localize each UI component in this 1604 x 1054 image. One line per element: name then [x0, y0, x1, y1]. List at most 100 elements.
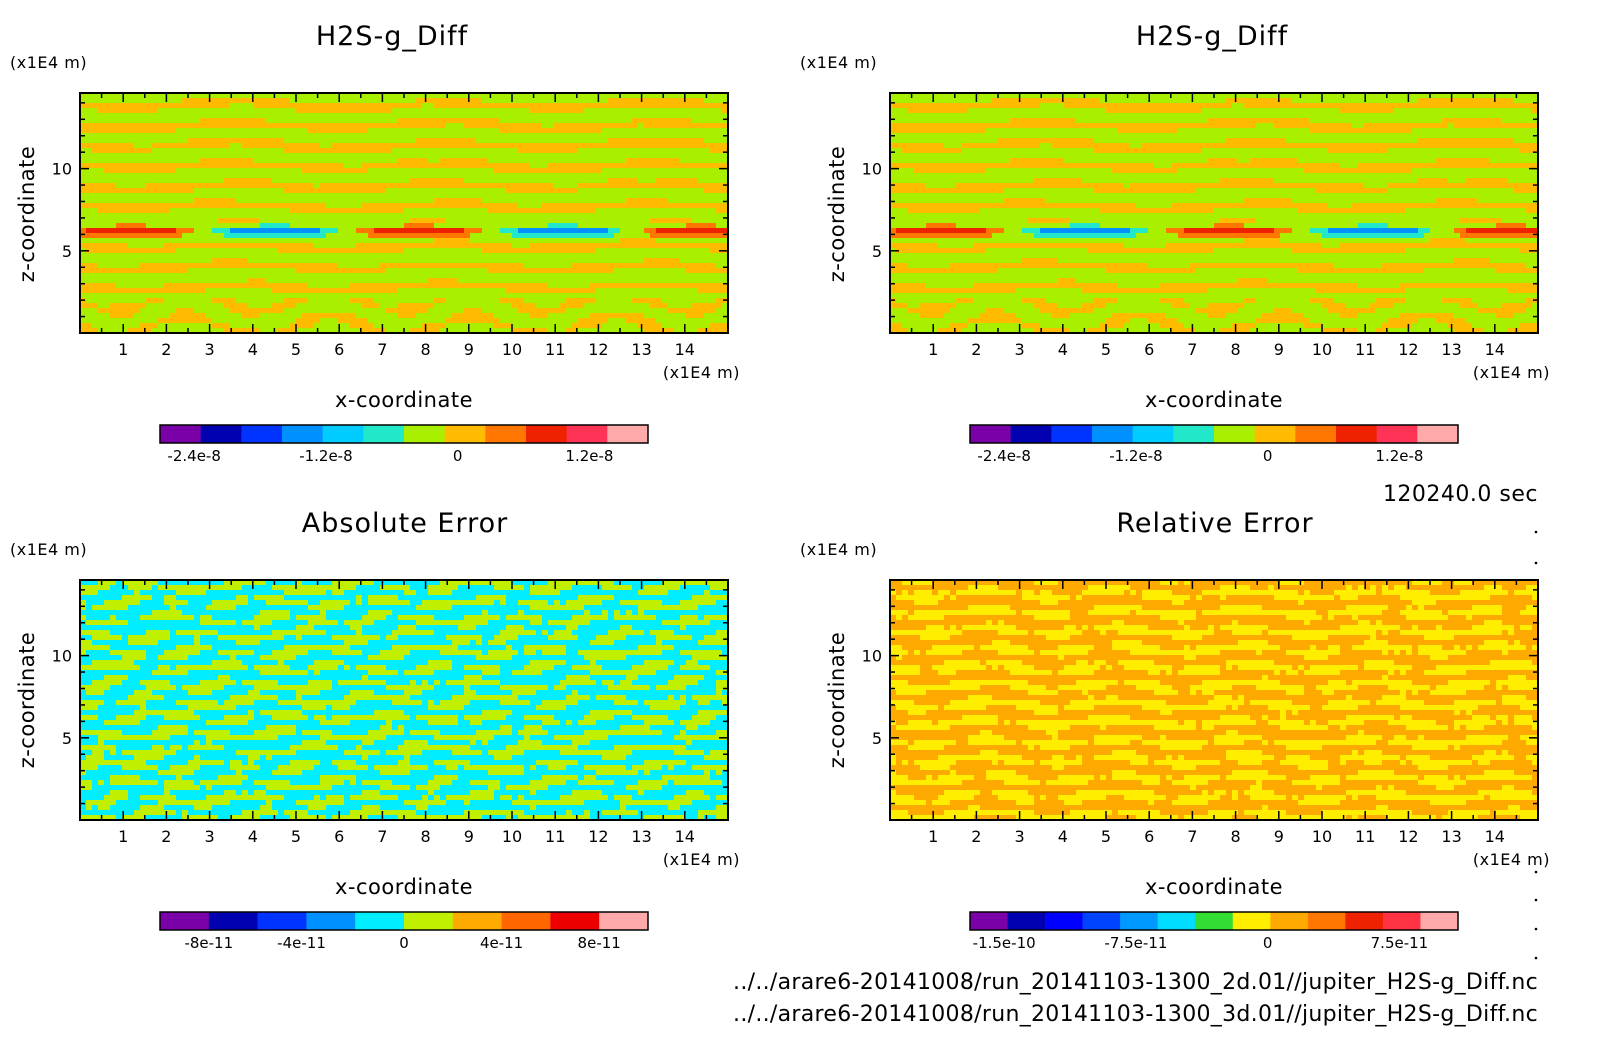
heatmap-cell [332, 278, 339, 284]
heatmap-cell [506, 143, 513, 149]
heatmap-cell [158, 218, 165, 224]
heatmap-cell [650, 148, 657, 154]
heatmap-cell [332, 253, 339, 259]
heatmap-cell [578, 223, 585, 229]
heatmap-cell [338, 243, 345, 249]
heatmap-cell [200, 203, 207, 209]
heatmap-cell [554, 108, 561, 114]
heatmap-cell [356, 138, 363, 144]
heatmap-cell [500, 318, 507, 324]
heatmap-cell [158, 323, 165, 329]
heatmap-cell [308, 168, 315, 174]
heatmap-cell [80, 263, 87, 269]
heatmap-cell [500, 163, 507, 169]
heatmap-cell [338, 303, 345, 309]
heatmap-cell [482, 213, 489, 219]
heatmap-cell [488, 238, 495, 244]
heatmap-cell [170, 278, 177, 284]
heatmap-cell [500, 93, 507, 99]
heatmap-cell [596, 228, 603, 234]
heatmap-cell [242, 153, 249, 159]
heatmap-cell [404, 253, 411, 259]
heatmap-cell [374, 103, 381, 109]
heatmap-cell [668, 243, 675, 249]
heatmap-cell [542, 303, 549, 309]
heatmap-cell [482, 113, 489, 119]
heatmap-cell [614, 263, 621, 269]
heatmap-cell [674, 238, 681, 244]
heatmap-cell [116, 173, 123, 179]
heatmap-cell [254, 233, 261, 239]
heatmap-cell [644, 188, 651, 194]
heatmap-cell [116, 118, 123, 124]
heatmap-cell [272, 248, 279, 254]
heatmap-cell [122, 198, 129, 204]
heatmap-cell [248, 308, 255, 314]
heatmap-cell [272, 183, 279, 189]
heatmap-cell [620, 183, 627, 189]
heatmap-cell [620, 298, 627, 304]
heatmap-cell [440, 188, 447, 194]
heatmap-cell [434, 193, 441, 199]
heatmap-cell [488, 213, 495, 219]
heatmap-cell [218, 188, 225, 194]
heatmap-cell [638, 148, 645, 154]
heatmap-cell [386, 268, 393, 274]
heatmap-cell [572, 288, 579, 294]
heatmap-cell [254, 128, 261, 134]
heatmap-cell [80, 178, 87, 184]
heatmap-cell [362, 223, 369, 229]
heatmap-cell [464, 153, 471, 159]
heatmap-cell [482, 318, 489, 324]
heatmap-cell [512, 218, 519, 224]
heatmap-cell [446, 173, 453, 179]
heatmap-cell [668, 213, 675, 219]
heatmap-cell [368, 148, 375, 154]
heatmap-cell [134, 228, 141, 234]
heatmap-cell [140, 228, 147, 234]
heatmap-cell [134, 178, 141, 184]
heatmap-cell [530, 118, 537, 124]
heatmap-cell [164, 288, 171, 294]
heatmap-cell [170, 258, 177, 264]
heatmap-cell [416, 238, 423, 244]
heatmap-cell [152, 263, 159, 269]
heatmap-cell [260, 273, 267, 279]
heatmap-cell [650, 188, 657, 194]
heatmap-cell [332, 263, 339, 269]
heatmap-cell [452, 258, 459, 264]
heatmap-cell [524, 143, 531, 149]
heatmap-cell [452, 148, 459, 154]
heatmap-cell [188, 223, 195, 229]
heatmap-cell [536, 283, 543, 289]
heatmap-cell [650, 203, 657, 209]
heatmap-cell [248, 248, 255, 254]
heatmap-cell [674, 233, 681, 239]
heatmap-cell [554, 158, 561, 164]
heatmap-cell [284, 303, 291, 309]
heatmap-cell [428, 188, 435, 194]
heatmap-cell [140, 248, 147, 254]
heatmap-cell [566, 153, 573, 159]
heatmap-cell [110, 258, 117, 264]
heatmap-cell [674, 293, 681, 299]
heatmap-cell [254, 113, 261, 119]
heatmap-cell [368, 128, 375, 134]
heatmap-cell [242, 253, 249, 259]
heatmap-cell [410, 93, 417, 99]
heatmap-cell [698, 213, 705, 219]
heatmap-cell [590, 98, 597, 104]
heatmap-cell [536, 293, 543, 299]
heatmap-cell [704, 178, 711, 184]
heatmap-cell [194, 283, 201, 289]
heatmap-cell [602, 283, 609, 289]
heatmap-cell [632, 148, 639, 154]
heatmap-cell [296, 138, 303, 144]
heatmap-cell [482, 123, 489, 129]
heatmap-cell [620, 158, 627, 164]
heatmap-cell [632, 183, 639, 189]
heatmap-cell [710, 143, 717, 149]
heatmap-cell [482, 138, 489, 144]
heatmap-cell [176, 148, 183, 154]
heatmap-cell [182, 153, 189, 159]
